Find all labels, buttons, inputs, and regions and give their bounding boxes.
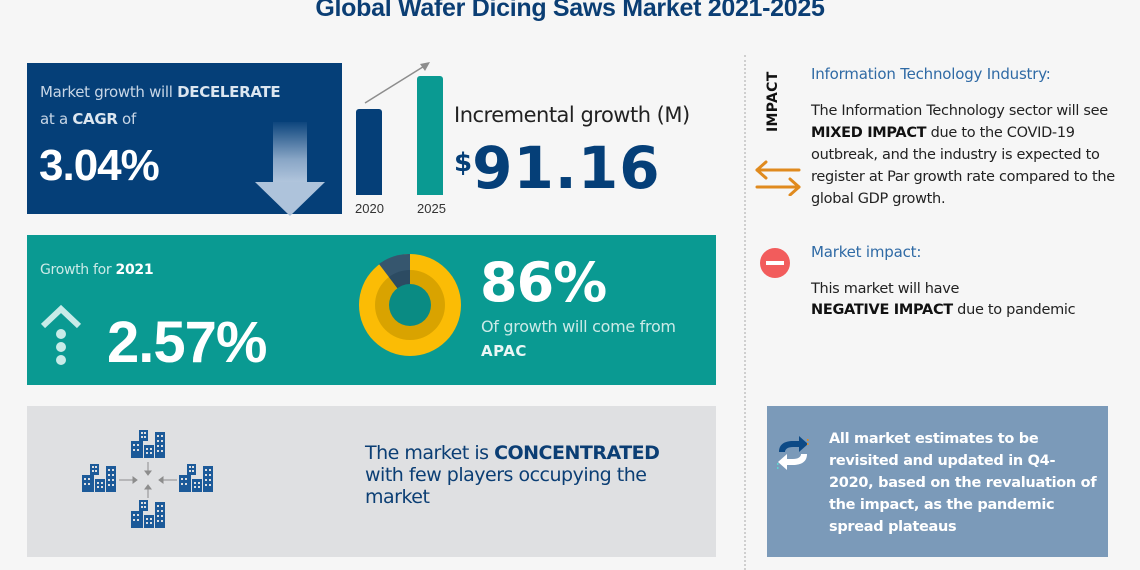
industry-body-part2: due to the COVID-19 outbreak, and the in… <box>811 125 1115 207</box>
concentration-prefix: The market is <box>365 442 495 464</box>
cagr-word: CAGR <box>72 110 118 128</box>
incremental-bar-chart: 2020 2025 <box>350 60 460 220</box>
industry-impact-emph: MIXED IMPACT <box>811 125 927 141</box>
market-impact-part2: due to pandemic <box>952 302 1076 318</box>
cagr-line1-prefix: Market growth will <box>40 83 178 101</box>
concentration-emph: CONCENTRATED <box>494 442 660 464</box>
cagr-panel: Market growth will DECELERATE at a CAGR … <box>27 63 342 216</box>
estimates-note-text: All market estimates to be revisited and… <box>829 431 1097 535</box>
incremental-growth-value: $91.16 <box>454 134 661 202</box>
cagr-value: 3.04% <box>39 141 160 190</box>
concentration-suffix: with few players occupying the market <box>365 464 647 508</box>
incremental-amount: 91.16 <box>472 134 661 202</box>
concentration-text: The market is CONCENTRATED with few play… <box>365 442 695 508</box>
industry-body-part1: The Information Technology sector will s… <box>811 103 1108 119</box>
growth-label-prefix: Growth for <box>40 262 116 278</box>
negative-minus-icon <box>760 248 790 278</box>
market-impact-part1: This market will have <box>811 281 960 297</box>
bar-label-2025: 2025 <box>417 201 446 216</box>
growth-year-label: Growth for 2021 <box>40 262 154 278</box>
bar-label-2020: 2020 <box>355 201 384 216</box>
apac-region-label: APAC <box>481 342 527 360</box>
page-title: Global Wafer Dicing Saws Market 2021-202… <box>315 0 825 22</box>
buildings-converging-icon <box>82 430 213 528</box>
down-arrow-icon <box>255 122 325 216</box>
apac-share-text: Of growth will come from <box>481 317 676 336</box>
cagr-line2-prefix: at a <box>40 110 73 128</box>
growth-panel: Growth for 2021 2.57% 86% Of growth will… <box>27 235 716 385</box>
currency-symbol: $ <box>454 148 473 178</box>
column-divider <box>744 55 746 570</box>
cagr-line2-suffix: of <box>117 110 136 128</box>
trend-arrow-icon <box>364 62 430 104</box>
refresh-cycle-icon <box>777 436 809 470</box>
bar-2025 <box>417 76 443 195</box>
cagr-trend-word: DECELERATE <box>177 83 281 101</box>
market-impact-title: Market impact: <box>811 243 922 261</box>
growth-year: 2021 <box>115 262 154 278</box>
swap-arrows-icon <box>755 160 801 196</box>
market-impact-body: This market will have NEGATIVE IMPACT du… <box>811 279 1131 321</box>
apac-donut-icon <box>359 254 461 356</box>
incremental-growth-label: Incremental growth (M) <box>454 103 690 127</box>
impact-vertical-label: IMPACT <box>765 71 781 132</box>
estimates-note-panel: All market estimates to be revisited and… <box>767 406 1108 557</box>
growth-2021-value: 2.57% <box>107 310 267 375</box>
cagr-line-2: at a CAGR of <box>40 110 136 128</box>
industry-body: The Information Technology sector will s… <box>811 100 1140 210</box>
cagr-line-1: Market growth will DECELERATE <box>40 83 281 101</box>
market-concentration-panel: The market is CONCENTRATED with few play… <box>27 406 716 557</box>
apac-share-value: 86% <box>480 251 607 314</box>
bar-2020 <box>356 109 382 195</box>
market-impact-emph: NEGATIVE IMPACT <box>811 302 953 318</box>
up-arrow-dots-icon <box>40 304 82 365</box>
industry-title: Information Technology Industry: <box>811 65 1051 83</box>
